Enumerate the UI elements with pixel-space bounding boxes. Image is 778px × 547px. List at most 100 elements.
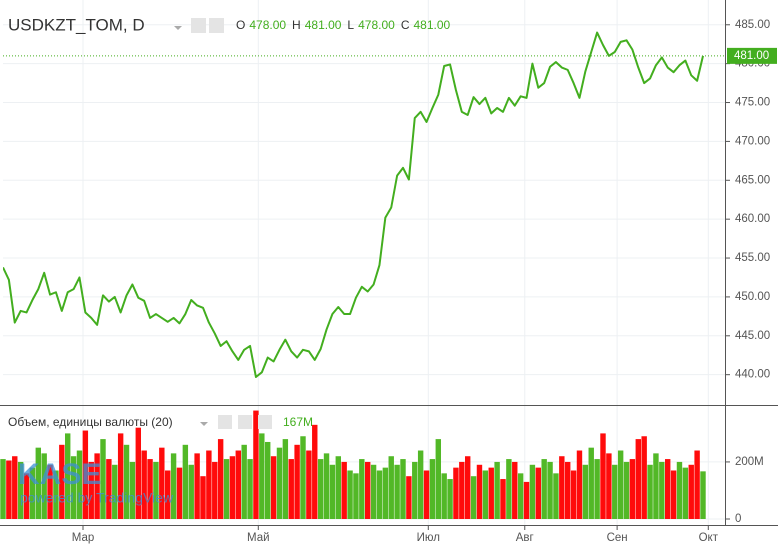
volume-bar [370,464,377,519]
volume-bar [123,444,130,519]
volume-bar [482,470,489,519]
volume-bar [59,444,65,519]
volume-bar [41,453,47,519]
volume-bar [476,464,483,519]
volume-bar [341,461,347,519]
volume-bar [229,456,236,519]
volume-bar [17,461,24,519]
last-price-label: 481.00 [734,50,769,62]
volume-bar [200,476,206,519]
volume-bar [423,470,430,519]
volume-bar [241,444,247,519]
volume-bar [576,450,583,519]
x-tick-label: Сен [607,532,628,544]
volume-bar [94,453,100,519]
volume-icons [200,415,272,429]
volume-bar [135,427,141,519]
icon-hide[interactable] [238,415,252,429]
watermark-text: powered by TradingView [20,490,174,506]
volume-bar [141,450,147,519]
volume-bar [53,470,59,519]
dropdown-arrow[interactable] [200,422,208,426]
ohlc-name: O [236,18,245,32]
y-tick-label: 0 [735,513,741,525]
volume-bar [694,450,700,519]
volume-bar [29,467,36,519]
volume-bar [635,439,641,519]
volume-bar [612,464,618,519]
volume-bar [35,447,41,519]
ohlc-name: H [292,18,301,32]
volume-bar [441,473,447,519]
volume-bar [353,473,359,519]
ohlc-name: L [347,18,354,32]
icon-close[interactable] [258,415,272,429]
volume-bar [517,473,524,519]
volume-bar [129,461,136,519]
volume-bar [565,461,571,519]
watermark-logo: KASE [18,458,101,491]
volume-bar [329,464,336,519]
volume-bar [659,461,665,519]
y-tick-label: 465.00 [735,174,770,186]
volume-bar [153,461,159,519]
marks: 481.00 [0,31,777,519]
volume-bar [412,461,418,519]
price-line [2,31,704,379]
left-edge [0,0,3,405]
volume-bar [159,447,165,519]
volume-bar [176,467,183,519]
volume-bar [182,444,189,519]
volume-bar [194,453,200,519]
volume-bar [235,450,241,519]
volume-bar [459,461,465,519]
volume-bar [23,473,30,519]
volume-bar [12,456,18,519]
volume-bar [376,470,383,519]
volume-bar [0,459,6,519]
volume-bar [206,450,212,519]
icon-settings[interactable] [209,18,224,33]
volume-bar [294,444,300,519]
volume-bar [347,470,353,519]
y-tick-label: 440.00 [735,369,770,381]
volume-bar [282,439,289,519]
volume-bar [188,464,194,519]
ohlc-name: C [401,18,410,32]
volume-bar [382,467,389,519]
icon-settings[interactable] [218,415,232,429]
volume-bar [253,410,259,519]
icon-eye[interactable] [191,18,206,33]
volume-bar [470,476,477,519]
volume-bar [641,436,647,519]
x-tick-label: Окт [699,532,719,544]
x-tick-label: Мар [72,532,95,544]
volume-bar [582,464,589,519]
volume-bar [100,439,106,519]
volume-bar [165,470,171,519]
y-tick-label: 455.00 [735,252,770,264]
chart-title: USDKZT_TOM, D [8,15,145,34]
volume-bar [147,459,153,519]
y-tick-label: 460.00 [735,213,770,225]
dropdown-arrow[interactable] [174,26,182,30]
volume-bar [559,456,565,519]
ohlc-value: 478.00 [249,18,286,32]
volume-bar [700,471,706,519]
volume-bar [406,476,412,519]
volume-bar [623,461,630,519]
volume-bar [170,453,177,519]
volume-title: Объем, единицы валюты (20) [8,415,173,429]
volume-bar [388,456,394,519]
volume-bar [500,479,506,519]
volume-bar [88,461,94,519]
y-tick-label: 470.00 [735,135,770,147]
ohlc-value: 481.00 [413,18,450,32]
volume-bar [265,441,271,519]
volume-bar [594,459,600,519]
volume-bar [270,456,277,519]
volume-bar [223,459,230,519]
y-tick-label: 445.00 [735,330,770,342]
ohlc: O 478.00 H 481.00 L 478.00 C 481.00 [236,18,451,32]
